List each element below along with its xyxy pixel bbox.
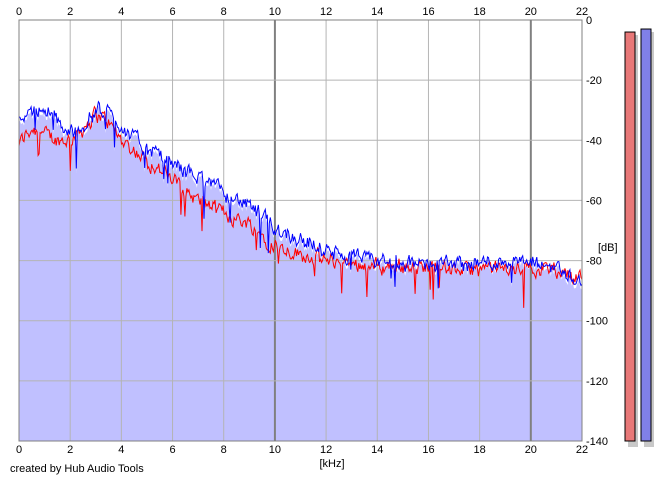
series-line-left	[18, 105, 583, 308]
spectrum-fill	[19, 105, 582, 441]
y-tick-label: -40	[586, 135, 602, 147]
x-tick-label-top: 0	[16, 6, 22, 18]
spectrum-fill-area	[19, 105, 582, 441]
plot-border	[18, 19, 583, 442]
x-tick-label-top: 8	[221, 6, 227, 18]
x-tick-label-top: 12	[320, 6, 332, 18]
x-tick-label-bottom: 16	[422, 444, 434, 456]
y-tick-label: -60	[586, 195, 602, 207]
x-tick-label-bottom: 0	[16, 444, 22, 456]
x-tick-label-bottom: 12	[320, 444, 332, 456]
y-tick-label: -80	[586, 256, 602, 268]
x-tick-label-top: 6	[169, 6, 175, 18]
x-tick-label-top: 18	[474, 6, 486, 18]
y-axis-label: [dB]	[598, 242, 618, 254]
series-line-right	[18, 100, 583, 289]
x-tick-label-bottom: 14	[371, 444, 383, 456]
y-tick-label: -140	[586, 436, 608, 448]
x-tick-label-bottom: 10	[269, 444, 281, 456]
level-meter-left	[624, 31, 636, 442]
level-meter-right	[640, 28, 652, 442]
x-tick-label-top: 16	[422, 6, 434, 18]
x-axis-top-ticks: 0 2 4 6 8 10 12 14 16 18 20 22	[16, 6, 588, 18]
y-tick-label: -100	[586, 316, 608, 328]
credit-text: created by Hub Audio Tools	[10, 463, 144, 475]
grid	[19, 20, 582, 441]
x-tick-label-top: 14	[371, 6, 383, 18]
y-tick-label: -20	[586, 75, 602, 87]
x-tick-label-top: 22	[576, 6, 588, 18]
x-tick-label-bottom: 6	[169, 444, 175, 456]
y-axis-right-ticks: 0 -20 -40 -60 -80 -100 -120 -140	[586, 15, 608, 448]
y-tick-label: 0	[586, 15, 592, 27]
x-axis-bottom-ticks: 0 2 4 6 8 10 12 14 16 18 20 22	[16, 444, 588, 456]
x-tick-label-bottom: 18	[474, 444, 486, 456]
x-tick-label-top: 20	[525, 6, 537, 18]
x-tick-label-top: 4	[118, 6, 124, 18]
x-tick-label-top: 2	[67, 6, 73, 18]
y-tick-label: -120	[586, 376, 608, 388]
spectrum-series	[18, 100, 583, 308]
x-tick-label-bottom: 4	[118, 444, 124, 456]
x-tick-label-bottom: 20	[525, 444, 537, 456]
x-tick-label-top: 10	[269, 6, 281, 18]
x-axis-label: [kHz]	[319, 458, 344, 470]
level-meters	[624, 28, 654, 448]
x-tick-label-bottom: 2	[67, 444, 73, 456]
x-tick-label-bottom: 8	[221, 444, 227, 456]
x-tick-label-bottom: 22	[576, 444, 588, 456]
